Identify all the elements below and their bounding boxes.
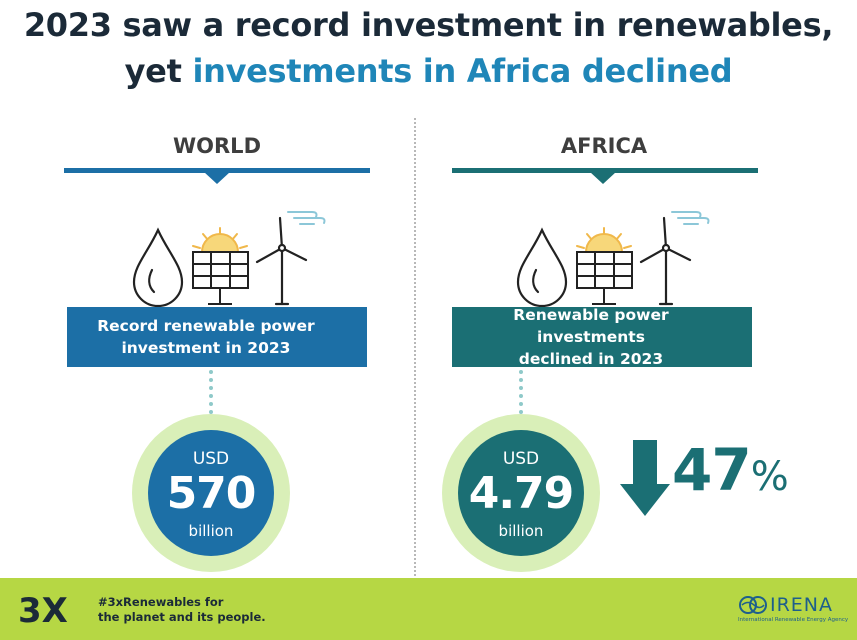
africa-banner-line-1: Renewable power investments <box>513 306 669 346</box>
world-banner-line-2: investment in 2023 <box>121 339 291 357</box>
africa-header-notch <box>590 172 616 184</box>
world-label: WORLD <box>173 134 261 158</box>
world-header-bar <box>64 168 370 173</box>
africa-amount-ring: USD 4.79 billion <box>442 414 600 572</box>
world-connector <box>209 370 213 414</box>
irena-logo: IRENA International Renewable Energy Age… <box>738 594 848 628</box>
irena-wordmark: IRENA <box>770 594 834 616</box>
down-arrow-icon <box>620 440 670 516</box>
water-drop-icon <box>516 227 568 308</box>
solar-panel-icon <box>192 227 249 305</box>
world-amount: 570 <box>166 468 257 519</box>
title-line-1: 2023 saw a record investment in renewabl… <box>23 6 834 44</box>
world-amount-ring: USD 570 billion <box>132 414 290 572</box>
footer: 3X #3xRenewables for the planet and its … <box>0 578 857 640</box>
solar-panel-icon <box>576 227 633 305</box>
africa-currency: USD <box>502 449 540 469</box>
water-drop-icon <box>132 227 184 308</box>
irena-globe-icon <box>739 596 767 614</box>
title-line-2-prefix: yet <box>124 52 193 90</box>
title-line-2-accent: investments in Africa declined <box>192 52 733 90</box>
africa-banner-line-2: declined in 2023 <box>518 350 664 368</box>
3x-logo: 3X <box>18 592 68 626</box>
africa-amount-circle: USD 4.79 billion <box>458 430 584 556</box>
world-unit: billion <box>188 522 234 540</box>
africa-decline: 47% <box>620 430 830 520</box>
title-line-2: yet investments in Africa declined <box>0 48 857 94</box>
wind-turbine-icon <box>255 211 326 306</box>
world-currency: USD <box>192 449 230 469</box>
africa-unit: billion <box>498 522 544 540</box>
africa-label: AFRICA <box>560 134 648 158</box>
wind-turbine-icon <box>639 211 710 306</box>
decline-figure: 47% <box>672 436 789 504</box>
africa-energy-icons <box>514 208 724 308</box>
irena-fullname: International Renewable Energy Agency <box>738 617 849 623</box>
3x-logo-text: 3X <box>18 592 68 626</box>
decline-value: 47 <box>672 436 752 504</box>
world-banner: Record renewable power investment in 202… <box>67 307 367 367</box>
africa-connector <box>519 370 523 414</box>
footer-hashtag: #3xRenewables for the planet and its peo… <box>98 595 266 625</box>
section-divider <box>414 118 416 580</box>
page-title: 2023 saw a record investment in renewabl… <box>0 2 857 94</box>
world-energy-icons <box>130 208 340 308</box>
africa-amount: 4.79 <box>468 468 575 519</box>
footer-hashtag-line-2: the planet and its people. <box>98 610 266 624</box>
footer-hashtag-line-1: #3xRenewables for <box>98 595 224 609</box>
world-banner-line-1: Record renewable power <box>97 317 315 335</box>
africa-header-bar <box>452 168 758 173</box>
world-amount-circle: USD 570 billion <box>148 430 274 556</box>
africa-banner: Renewable power investments declined in … <box>452 306 752 368</box>
decline-percent-symbol: % <box>750 454 789 500</box>
world-header-notch <box>204 172 230 184</box>
